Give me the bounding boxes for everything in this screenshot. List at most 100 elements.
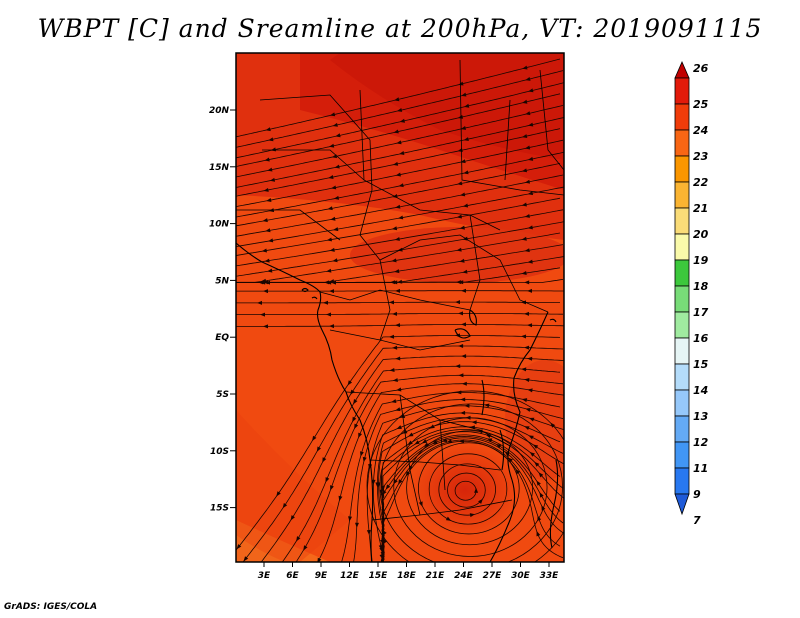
streamline-arrow bbox=[461, 354, 467, 359]
streamline-arrow bbox=[405, 471, 411, 477]
streamline-arrow bbox=[521, 202, 527, 207]
streamline-arrow bbox=[329, 247, 335, 252]
streamline-arrow bbox=[408, 432, 414, 437]
streamline-arrow bbox=[397, 279, 403, 284]
streamline-arrow bbox=[527, 388, 533, 393]
streamline-arrow bbox=[521, 300, 526, 305]
colorbar-label: 21 bbox=[693, 202, 708, 215]
streamline-arrow bbox=[524, 378, 530, 383]
streamline bbox=[373, 412, 561, 562]
lat-tick-label: 5N bbox=[215, 276, 229, 286]
colorbar-swatch bbox=[674, 233, 690, 261]
streamline bbox=[236, 313, 563, 315]
streamline-arrow bbox=[521, 334, 527, 339]
streamline-arrow bbox=[458, 373, 464, 378]
streamline-arrow bbox=[267, 167, 273, 172]
streamline-arrow bbox=[495, 444, 502, 449]
streamline-ring bbox=[366, 390, 564, 562]
streamline-arrow bbox=[446, 439, 453, 444]
streamline-arrow bbox=[527, 356, 533, 361]
streamline-arrow bbox=[268, 137, 274, 142]
streamline-arrow bbox=[329, 112, 336, 117]
lon-tick-label: 9E bbox=[315, 571, 328, 581]
streamline-arrow bbox=[527, 323, 533, 328]
streamline-arrow bbox=[323, 300, 328, 305]
colorbar-swatch bbox=[674, 363, 690, 391]
lat-tick-label: 20N bbox=[209, 106, 230, 116]
streamline-arrow bbox=[421, 439, 428, 444]
streamline-arrow bbox=[461, 322, 466, 327]
streamline-arrow bbox=[376, 482, 381, 488]
streamline-arrow bbox=[385, 484, 391, 490]
streamline-arrow bbox=[331, 280, 336, 285]
streamline bbox=[378, 421, 564, 562]
colorbar-swatch bbox=[674, 337, 690, 365]
streamline-arrow bbox=[379, 545, 384, 551]
streamline-arrow bbox=[459, 258, 465, 263]
streamline-arrow bbox=[521, 271, 527, 275]
streamline-arrow bbox=[398, 183, 404, 188]
streamline-arrow bbox=[525, 76, 531, 81]
streamline-arrow bbox=[329, 324, 334, 329]
streamline-arrow bbox=[394, 269, 400, 274]
streamline-arrow bbox=[263, 289, 268, 294]
streamline-arrow bbox=[290, 515, 295, 521]
streamline-arrow bbox=[396, 108, 403, 112]
streamline-arrow bbox=[333, 195, 340, 200]
streamline-arrow bbox=[395, 407, 401, 412]
streamline-arrow bbox=[441, 438, 448, 442]
streamline-arrow bbox=[333, 227, 339, 232]
streamline-arrow bbox=[455, 364, 461, 369]
colorbar-swatch bbox=[674, 311, 690, 339]
streamline-arrow bbox=[347, 380, 353, 386]
streamline-arrow bbox=[330, 485, 334, 491]
streamline-arrow bbox=[332, 122, 338, 127]
colorbar-label: 22 bbox=[693, 176, 709, 189]
streamline-arrow bbox=[457, 181, 463, 186]
streamline-arrow bbox=[527, 288, 532, 293]
streamline-arrow bbox=[445, 516, 452, 521]
colorbar-label: 17 bbox=[693, 306, 709, 319]
streamline-arrow bbox=[324, 280, 330, 285]
streamline-arrow bbox=[396, 140, 402, 145]
lon-tick-label: 3E bbox=[258, 571, 271, 581]
streamline-arrow bbox=[330, 216, 336, 221]
lat-tick-label: 10N bbox=[209, 220, 230, 230]
streamline-arrow bbox=[391, 399, 397, 404]
streamline-arrow bbox=[456, 247, 462, 252]
streamline-arrow bbox=[393, 479, 398, 485]
streamline-arrow bbox=[269, 177, 276, 182]
streamline bbox=[281, 365, 561, 562]
streamline-arrow bbox=[524, 280, 530, 285]
streamline-arrow bbox=[355, 522, 360, 528]
streamline-ring bbox=[406, 430, 534, 546]
streamline-arrow bbox=[394, 97, 400, 102]
streamline-arrow bbox=[332, 258, 338, 263]
streamline-arrow bbox=[522, 99, 528, 104]
streamline bbox=[236, 82, 564, 159]
streamline bbox=[236, 117, 564, 188]
colorbar-swatch bbox=[674, 155, 690, 183]
streamline-arrow bbox=[366, 529, 371, 536]
streamline-arrow bbox=[328, 175, 334, 179]
streamline-arrow bbox=[395, 323, 401, 328]
streamline-arrow bbox=[398, 479, 403, 485]
colorbar-label: 24 bbox=[693, 124, 708, 137]
streamline bbox=[236, 335, 561, 551]
streamline-arrow bbox=[458, 280, 464, 285]
streamline-arrow bbox=[326, 280, 332, 285]
streamline-arrow bbox=[460, 397, 466, 402]
streamline-arrow bbox=[550, 422, 556, 428]
streamline-arrow bbox=[524, 345, 530, 350]
streamline-arrow bbox=[326, 268, 332, 273]
colorbar-label: 23 bbox=[693, 150, 709, 163]
streamline-arrow bbox=[432, 440, 438, 444]
streamline-arrow bbox=[538, 472, 544, 478]
colorbar-label: 12 bbox=[693, 436, 709, 449]
lat-tick-label: EQ bbox=[215, 333, 229, 343]
lat-tick-label: 15S bbox=[210, 504, 229, 514]
lon-tick-label: 12E bbox=[340, 571, 360, 581]
streamline-arrow bbox=[380, 485, 385, 491]
streamline-arrow bbox=[395, 172, 401, 177]
streamline-arrow bbox=[521, 236, 527, 241]
